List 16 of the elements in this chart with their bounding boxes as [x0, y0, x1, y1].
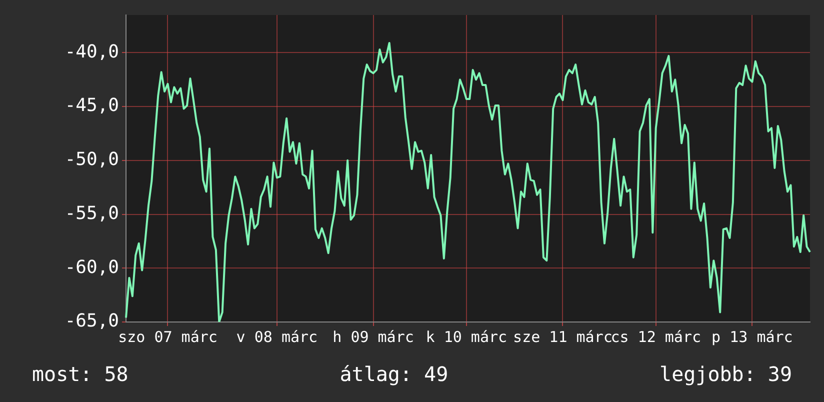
text: átlag: 49: [340, 362, 448, 386]
text: legjobb: 39: [660, 362, 792, 386]
y-tick-label: -50,0: [64, 149, 119, 170]
x-tick-label: szo 07 márc: [118, 328, 218, 346]
x-tick-label: k 10 márc: [426, 328, 508, 346]
x-tick-label: v 08 márc: [236, 328, 318, 346]
x-tick-label: sze 11 márc: [513, 328, 612, 346]
y-tick-label: -40,0: [64, 41, 119, 62]
y-tick-label: -55,0: [64, 202, 119, 224]
x-tick-label: p 13 márc: [712, 328, 793, 346]
y-tick-label: -60,0: [64, 256, 119, 278]
text: most: 58: [32, 362, 128, 386]
x-tick-label: cs 12 márc: [610, 328, 702, 346]
y-tick-label: -45,0: [64, 95, 119, 116]
y-tick-label: -65,0: [64, 310, 119, 332]
x-tick-label: h 09 márc: [332, 328, 414, 346]
